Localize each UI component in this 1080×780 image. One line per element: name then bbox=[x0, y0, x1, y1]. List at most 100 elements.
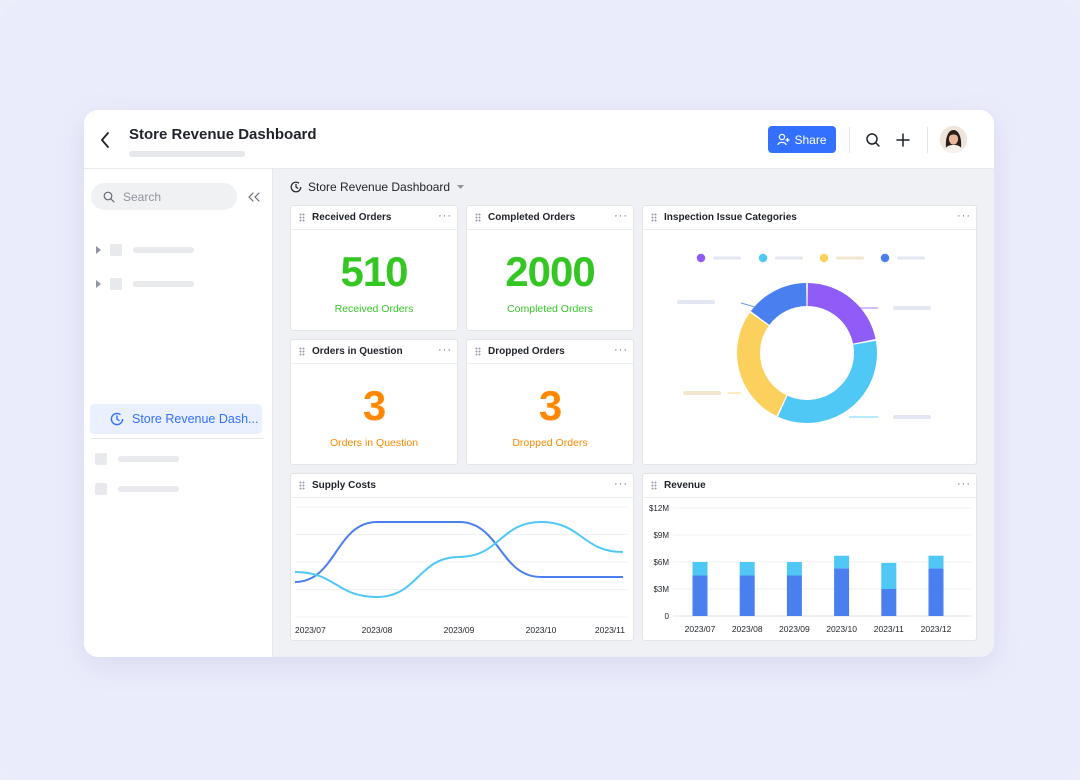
more-options-button[interactable]: ··· bbox=[957, 478, 971, 490]
search-icon bbox=[103, 191, 115, 203]
bar-segment bbox=[786, 562, 802, 576]
inspection-categories-card: Inspection Issue Categories ··· bbox=[642, 205, 977, 465]
legend-label-placeholder bbox=[713, 256, 741, 260]
drag-handle-icon[interactable] bbox=[299, 347, 305, 356]
bar-segment bbox=[739, 562, 755, 576]
x-tick-label: 2023/12 bbox=[921, 624, 952, 634]
bar-segment bbox=[834, 568, 850, 616]
donut-slice bbox=[750, 283, 807, 325]
dropped-orders-value: 3 bbox=[538, 382, 562, 429]
card-title: Orders in Question bbox=[312, 346, 403, 357]
completed-orders-value: 2000 bbox=[505, 248, 595, 295]
sidebar-search-input[interactable]: Search bbox=[91, 183, 237, 210]
legend-label-placeholder bbox=[897, 256, 925, 260]
donut-slice bbox=[777, 340, 877, 424]
revenue-card: Revenue ··· 0 $3M $6M $9M $12M 2023/07 2023/08… bbox=[642, 473, 977, 641]
sidebar-item-store-revenue-dashboard[interactable]: Store Revenue Dash... bbox=[90, 404, 262, 434]
line-chart: 2023/07 2023/08 2023/09 2023/10 2023/11 bbox=[294, 506, 627, 635]
y-tick-label: $6M bbox=[653, 558, 669, 567]
search-placeholder: Search bbox=[123, 189, 162, 204]
donut-slice bbox=[737, 312, 787, 416]
more-options-button[interactable]: ··· bbox=[614, 478, 628, 490]
more-options-button[interactable]: ··· bbox=[614, 210, 628, 222]
share-label: Share bbox=[794, 132, 827, 147]
dropped-orders-card: Dropped Orders ··· 3 Dropped Orders bbox=[466, 339, 634, 465]
received-orders-card: Received Orders ··· 510 Received Orders bbox=[290, 205, 458, 331]
x-tick-label: 2023/10 bbox=[826, 624, 857, 634]
bar-segment bbox=[786, 575, 802, 616]
card-title: Supply Costs bbox=[312, 480, 376, 491]
item-icon-placeholder bbox=[95, 483, 107, 495]
card-header: Orders in Question ··· bbox=[291, 340, 457, 364]
bar-segment bbox=[692, 562, 708, 576]
legend-swatch bbox=[879, 252, 891, 264]
back-button[interactable] bbox=[94, 128, 116, 152]
card-header: Supply Costs ··· bbox=[291, 474, 633, 498]
drag-handle-icon[interactable] bbox=[299, 481, 305, 490]
share-button[interactable]: Share bbox=[768, 126, 836, 153]
sidebar-tree-item[interactable] bbox=[84, 239, 273, 261]
orders-in-question-card: Orders in Question ··· 3 Orders in Quest… bbox=[290, 339, 458, 465]
x-tick-label: 2023/11 bbox=[595, 625, 625, 635]
item-label-placeholder bbox=[133, 247, 194, 253]
page-subtitle-placeholder bbox=[129, 151, 245, 157]
card-title: Dropped Orders bbox=[488, 346, 565, 357]
donut-label-placeholder bbox=[683, 391, 721, 395]
card-title: Completed Orders bbox=[488, 212, 576, 223]
dashboard-title-dropdown[interactable]: Store Revenue Dashboard bbox=[290, 179, 465, 195]
x-tick-label: 2023/11 bbox=[874, 624, 904, 634]
card-header: Inspection Issue Categories ··· bbox=[643, 206, 976, 230]
bar-segment bbox=[739, 575, 755, 616]
y-tick-label: $9M bbox=[653, 531, 669, 540]
card-title: Received Orders bbox=[312, 212, 392, 223]
drag-handle-icon[interactable] bbox=[651, 213, 657, 222]
card-title: Revenue bbox=[664, 480, 706, 491]
double-chevron-left-icon bbox=[248, 192, 260, 202]
drag-handle-icon[interactable] bbox=[299, 213, 305, 222]
avatar[interactable] bbox=[940, 126, 967, 153]
chevron-left-icon bbox=[101, 132, 109, 148]
item-icon-placeholder bbox=[110, 278, 122, 290]
more-options-button[interactable]: ··· bbox=[438, 344, 452, 356]
caret-right-icon bbox=[96, 246, 101, 254]
sidebar-divider bbox=[91, 438, 264, 439]
collapse-sidebar-button[interactable] bbox=[246, 189, 262, 205]
legend-swatch bbox=[818, 252, 830, 264]
drag-handle-icon[interactable] bbox=[651, 481, 657, 490]
x-tick-label: 2023/09 bbox=[444, 625, 475, 635]
sidebar-tree-item[interactable] bbox=[84, 448, 273, 470]
more-options-button[interactable]: ··· bbox=[614, 344, 628, 356]
user-avatar-icon bbox=[940, 126, 967, 153]
series-line bbox=[294, 520, 624, 599]
page-title: Store Revenue Dashboard bbox=[129, 126, 317, 143]
header-divider bbox=[849, 127, 850, 153]
card-header: Received Orders ··· bbox=[291, 206, 457, 230]
more-options-button[interactable]: ··· bbox=[438, 210, 452, 222]
y-tick-label: $12M bbox=[649, 504, 669, 513]
x-tick-label: 2023/08 bbox=[732, 624, 763, 634]
legend-label-placeholder bbox=[836, 256, 864, 260]
drag-handle-icon[interactable] bbox=[475, 213, 481, 222]
item-icon-placeholder bbox=[110, 244, 122, 256]
x-tick-label: 2023/08 bbox=[362, 625, 393, 635]
sidebar-tree-item[interactable] bbox=[84, 273, 273, 295]
search-icon bbox=[866, 133, 880, 147]
card-header: Revenue ··· bbox=[643, 474, 976, 498]
more-options-button[interactable]: ··· bbox=[957, 210, 971, 222]
series-line bbox=[294, 521, 623, 583]
item-label-placeholder bbox=[118, 486, 179, 492]
add-button[interactable] bbox=[892, 129, 914, 151]
dashboard-main: Store Revenue Dashboard Received Orders … bbox=[273, 169, 994, 657]
search-button[interactable] bbox=[862, 129, 884, 151]
bar-segment bbox=[928, 555, 944, 569]
donut-label-placeholder bbox=[893, 415, 931, 419]
drag-handle-icon[interactable] bbox=[475, 347, 481, 356]
bar-segment bbox=[834, 555, 850, 569]
sidebar-tree-item[interactable] bbox=[84, 478, 273, 500]
supply-costs-card: Supply Costs ··· 2023/07 2023/08 2023/09 20… bbox=[290, 473, 634, 641]
x-tick-label: 2023/07 bbox=[685, 624, 716, 634]
bar-segment bbox=[692, 575, 708, 616]
x-tick-label: 2023/07 bbox=[295, 625, 326, 635]
received-orders-label: Received Orders bbox=[334, 303, 414, 315]
donut-slice bbox=[807, 283, 876, 344]
